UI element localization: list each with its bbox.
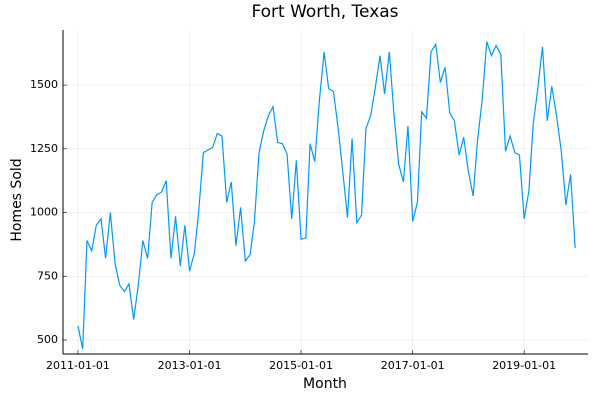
y-tick-label: 1250 (30, 142, 58, 155)
y-tick-label: 750 (37, 269, 58, 282)
y-tick-label: 500 (37, 333, 58, 346)
x-axis-label: Month (303, 376, 347, 392)
y-axis-label: Homes Sold (9, 158, 25, 241)
x-tick-label: 2011-01-01 (46, 359, 110, 372)
y-tick-label: 1000 (30, 206, 58, 219)
x-tick-label: 2019-01-01 (492, 359, 556, 372)
x-tick-label: 2017-01-01 (381, 359, 445, 372)
y-tick-label: 1500 (30, 78, 58, 91)
x-tick-label: 2013-01-01 (158, 359, 222, 372)
data-line (77, 41, 576, 350)
chart-title: Fort Worth, Texas (251, 2, 398, 22)
x-tick-label: 2015-01-01 (269, 359, 333, 372)
